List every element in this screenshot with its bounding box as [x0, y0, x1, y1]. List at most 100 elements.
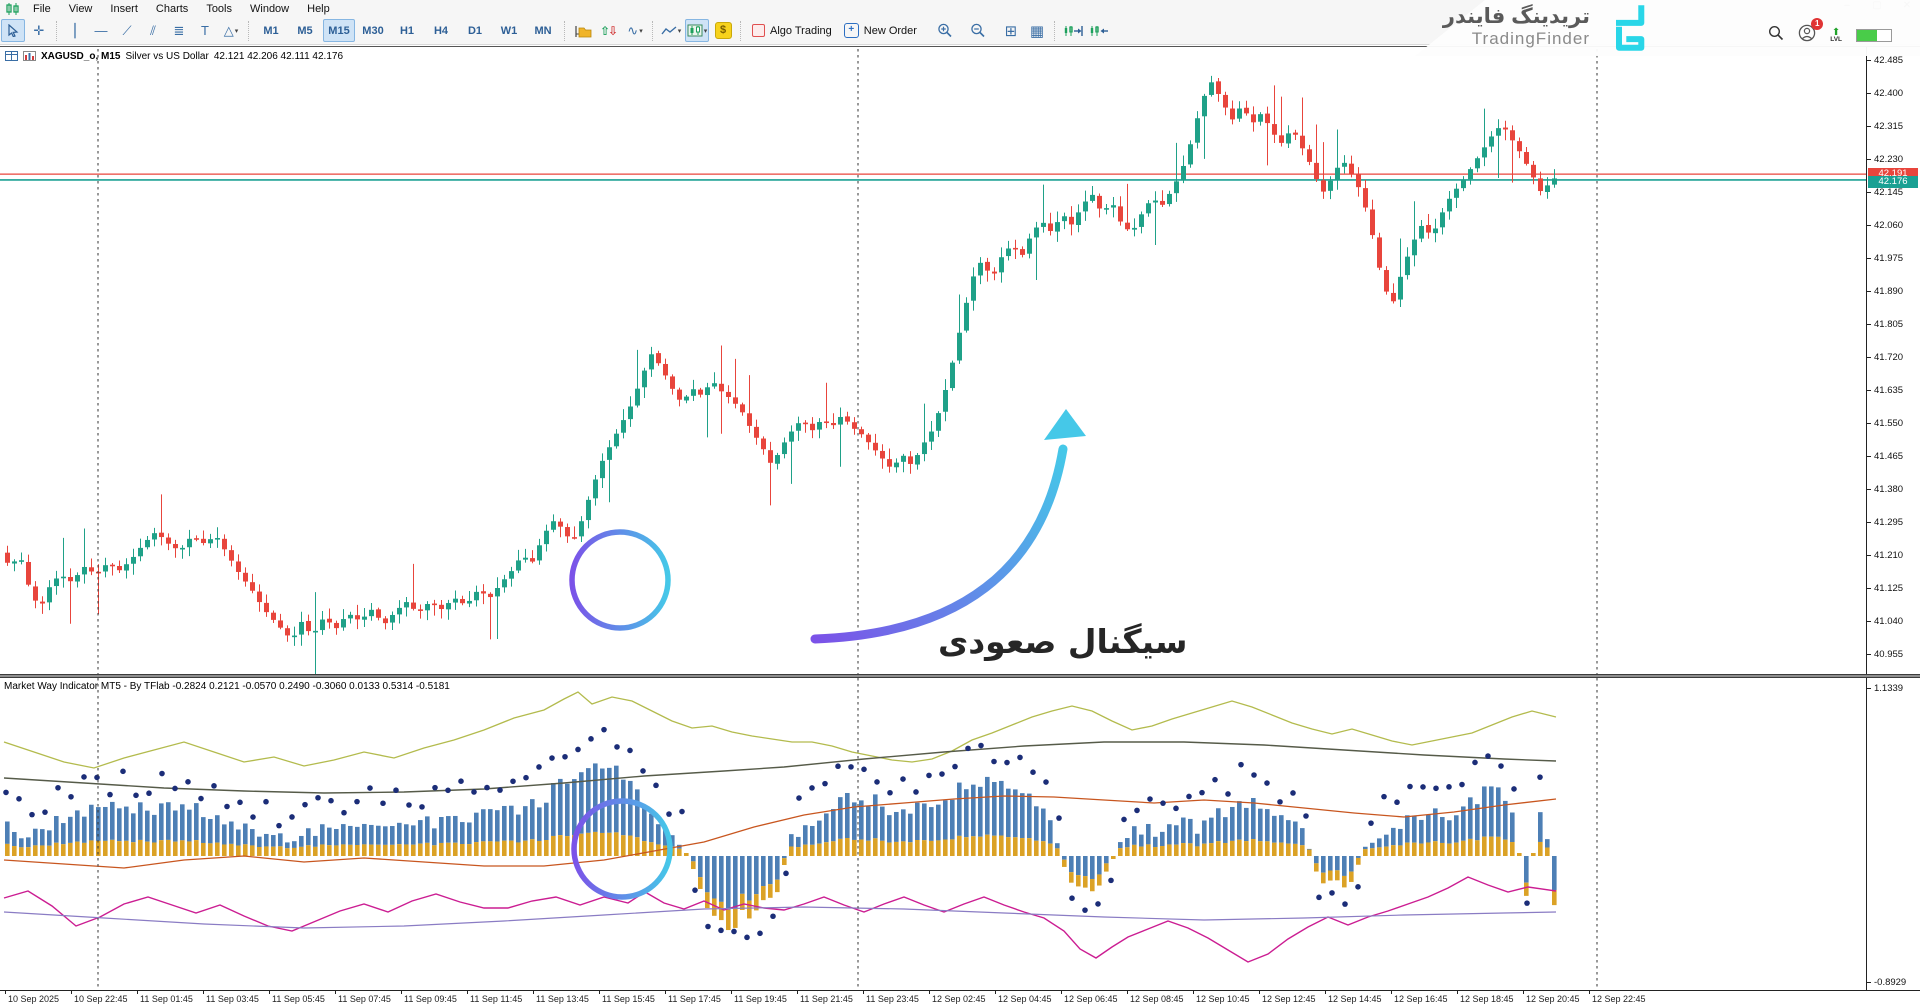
timeframe-h4-button[interactable]: H4 [433, 24, 449, 37]
dollar-icon: $ [714, 22, 732, 39]
price-tick-label: 41.465 [1874, 451, 1904, 462]
axis-tick [1867, 522, 1871, 523]
algo-trading-button[interactable]: Algo Trading [746, 20, 838, 41]
dropdown-arrow-icon: ▾ [703, 27, 708, 35]
timeframe-m15-button[interactable]: M15 [323, 19, 355, 42]
toolbar-divider [740, 20, 742, 41]
indicator-pane[interactable] [0, 678, 1866, 990]
symbol-label: XAGUSD_o, M15 [41, 50, 121, 62]
auto-scroll-button[interactable] [1087, 19, 1111, 42]
zoom-in-button[interactable] [933, 19, 957, 42]
toolbar-divider [248, 20, 250, 41]
algo-trading-icon [752, 24, 765, 37]
timeframe-h1-button[interactable]: H1 [399, 24, 415, 37]
price-tick-label: 41.550 [1874, 418, 1904, 429]
pane-separator[interactable] [0, 674, 1920, 678]
templates-folder-button[interactable] [571, 19, 595, 42]
time-tick [533, 991, 534, 994]
toolbar-divider [564, 20, 566, 41]
price-axis[interactable]: 42.485 42.400 42.315 42.230 42.145 42.060 41.9… [1866, 47, 1920, 990]
tradingfinder-logo-icon [1607, 4, 1655, 57]
time-label: 12 Sep 06:45 [1064, 994, 1118, 1004]
trendline-tool-button[interactable]: ⟋ [122, 22, 132, 38]
time-label: 12 Sep 14:45 [1328, 994, 1382, 1004]
time-axis[interactable]: 10 Sep 2025 10 Sep 22:45 11 Sep 01:45 11 Se… [0, 990, 1920, 1004]
vertical-line-tool-button[interactable]: ⎮ [71, 22, 79, 38]
horizontal-line-tool-button[interactable]: ― [94, 23, 108, 38]
menu-item-insert[interactable]: Insert [110, 2, 138, 15]
time-label: 12 Sep 12:45 [1262, 994, 1316, 1004]
window-layout-button[interactable]: ▦ [1029, 22, 1045, 40]
time-tick [203, 991, 204, 994]
price-tick-label: 42.400 [1874, 88, 1904, 99]
axis-tick [1867, 357, 1871, 358]
menu-item-window[interactable]: Window [250, 2, 290, 15]
line-chart-type-button[interactable]: ▾ [659, 19, 683, 42]
toolbar-divider [652, 20, 654, 41]
price-tick-label: 40.955 [1874, 649, 1904, 660]
menu-item-charts[interactable]: Charts [155, 2, 189, 15]
timeframe-d1-button[interactable]: D1 [467, 24, 483, 37]
channel-tool-button[interactable]: ⫽ [150, 22, 156, 38]
price-chart-pane[interactable] [0, 47, 1866, 674]
ohlc-values: 42.121 42.206 42.111 42.176 [213, 50, 344, 62]
menu-item-help[interactable]: Help [307, 2, 330, 15]
timeframe-m30-button[interactable]: M30 [362, 24, 384, 37]
equidistant-tool-button[interactable]: ≣ [173, 22, 185, 38]
time-tick [5, 991, 6, 994]
axis-tick [1867, 192, 1871, 193]
indicator-list-button[interactable]: ∿ ▾ [627, 22, 643, 38]
timeframe-mn-button[interactable]: MN [534, 24, 552, 37]
time-tick [137, 991, 138, 994]
menu-item-tools[interactable]: Tools [206, 2, 232, 15]
tile-windows-button[interactable]: ⊞ [1004, 22, 1018, 40]
time-label: 10 Sep 22:45 [74, 994, 128, 1004]
timeframe-m5-button[interactable]: M5 [297, 24, 313, 37]
indicator-scale-label: 1.1339 [1874, 683, 1904, 694]
crosshair-tool-button[interactable]: ✛ [33, 22, 45, 38]
axis-tick [1867, 225, 1871, 226]
timeframe-group: M1 M5 M15 M30 H1 H4 D1 W1 MN [254, 19, 560, 42]
zoom-out-button[interactable] [966, 19, 990, 42]
time-label: 11 Sep 13:45 [536, 994, 589, 1004]
watermark-title-fa: تریدینگ فایندر [1442, 5, 1590, 28]
time-tick [71, 991, 72, 994]
menu-item-view[interactable]: View [68, 2, 93, 15]
new-order-button[interactable]: + New Order [838, 20, 923, 41]
price-tick-label: 41.210 [1874, 550, 1904, 561]
axis-tick [1867, 688, 1871, 689]
search-icon[interactable] [1768, 25, 1784, 46]
profile-icon[interactable]: 1 [1798, 18, 1824, 47]
axis-tick [1867, 489, 1871, 490]
currency-button[interactable]: $ [711, 19, 735, 42]
timeframe-w1-button[interactable]: W1 [500, 24, 518, 37]
price-tick-label: 42.315 [1874, 121, 1904, 132]
time-label: 11 Sep 07:45 [338, 994, 391, 1004]
time-label: 11 Sep 05:45 [272, 994, 325, 1004]
time-label: 11 Sep 17:45 [668, 994, 721, 1004]
time-tick [665, 991, 666, 994]
time-label: 11 Sep 11:45 [470, 994, 523, 1004]
time-tick [1259, 991, 1260, 994]
axis-tick [1867, 588, 1871, 589]
timeframe-m1-button[interactable]: M1 [263, 24, 279, 37]
axis-tick [1867, 60, 1871, 61]
dropdown-arrow-icon: ▾ [234, 27, 239, 35]
chart-window-icon [5, 51, 18, 61]
time-label: 11 Sep 01:45 [140, 994, 193, 1004]
menu-item-file[interactable]: File [33, 2, 51, 15]
time-tick [1589, 991, 1590, 994]
cursor-tool-button[interactable] [1, 19, 25, 42]
shapes-tool-button[interactable]: △ ▾ [223, 22, 239, 38]
time-label: 12 Sep 16:45 [1394, 994, 1448, 1004]
time-label: 12 Sep 02:45 [932, 994, 986, 1004]
candle-chart-type-button[interactable]: ▾ [685, 19, 709, 42]
chart-shift-button[interactable] [1061, 19, 1085, 42]
axis-tick [1867, 982, 1871, 983]
axis-tick [1867, 93, 1871, 94]
text-tool-button[interactable]: T [201, 23, 209, 38]
indicators-button[interactable]: ⇧ ⇩ [597, 19, 621, 42]
price-tick-label: 41.040 [1874, 616, 1904, 627]
price-tick-label: 42.485 [1874, 55, 1904, 66]
